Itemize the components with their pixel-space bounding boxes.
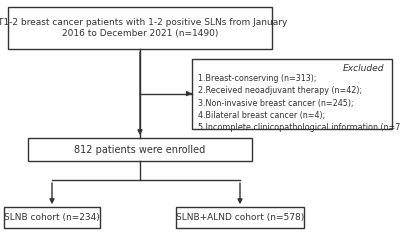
Text: 1.Breast-conserving (n=313);: 1.Breast-conserving (n=313); [198,74,316,83]
FancyBboxPatch shape [28,138,252,161]
Text: Excluded: Excluded [342,64,384,73]
FancyBboxPatch shape [8,7,272,49]
Text: SLNB+ALND cohort (n=578): SLNB+ALND cohort (n=578) [176,213,304,222]
Text: cT1-2 breast cancer patients with 1-2 positive SLNs from January
2016 to Decembe: cT1-2 breast cancer patients with 1-2 po… [0,18,287,38]
Text: 3.Non-invasive breast cancer (n=245);: 3.Non-invasive breast cancer (n=245); [198,99,354,107]
Text: SLNB cohort (n=234): SLNB cohort (n=234) [4,213,100,222]
Text: 812 patients were enrolled: 812 patients were enrolled [74,145,206,155]
Text: 2.Received neoadjuvant therapy (n=42);: 2.Received neoadjuvant therapy (n=42); [198,86,362,95]
FancyBboxPatch shape [192,58,392,129]
FancyBboxPatch shape [176,207,304,228]
Text: 4.Bilateral breast cancer (n=4);: 4.Bilateral breast cancer (n=4); [198,111,325,120]
Text: 5.Incomplete clinicopathological information (n=74).: 5.Incomplete clinicopathological informa… [198,123,400,132]
FancyBboxPatch shape [4,207,100,228]
